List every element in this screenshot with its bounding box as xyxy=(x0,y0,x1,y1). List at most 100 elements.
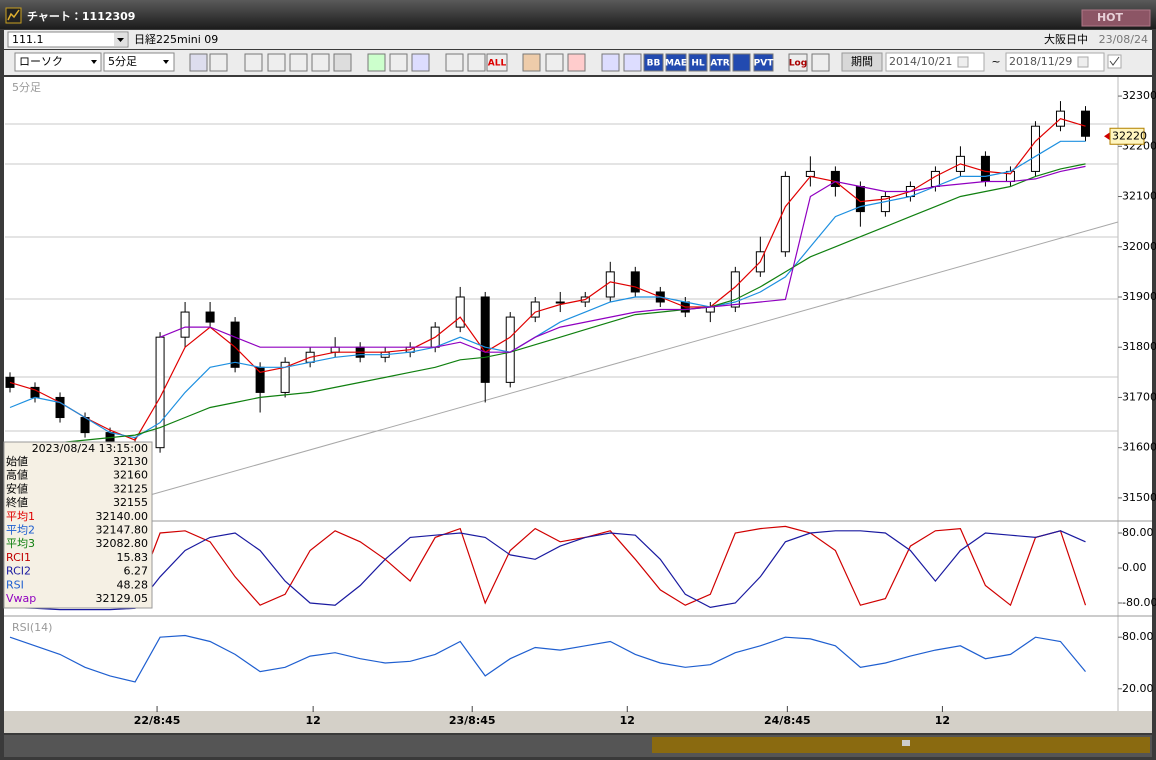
candle-body xyxy=(1080,110,1090,137)
toolbar-button[interactable] xyxy=(788,53,808,72)
interval-select[interactable] xyxy=(103,52,175,72)
toolbar-icon[interactable] xyxy=(367,53,386,72)
toolbar-button-label[interactable]: BB xyxy=(647,59,661,69)
symbol-name: 日経225mini 09 xyxy=(134,33,218,46)
toolbar-icon[interactable] xyxy=(522,53,541,72)
date-to[interactable]: 2018/11/29 xyxy=(1009,55,1072,68)
toolbar-icon[interactable] xyxy=(567,53,586,72)
candle-body xyxy=(480,296,490,383)
toolbar-icon[interactable] xyxy=(623,53,642,72)
symbol-input[interactable] xyxy=(7,31,129,48)
info-value: 32155 xyxy=(113,496,148,509)
chart-type-select[interactable] xyxy=(14,52,102,72)
toolbar-button-label[interactable]: MAE xyxy=(665,59,687,69)
toolbar-icon[interactable] xyxy=(545,53,564,72)
check xyxy=(1109,56,1120,66)
toolbar-button[interactable] xyxy=(753,53,774,72)
drawn-lines xyxy=(5,123,1119,496)
toolbar-icon[interactable] xyxy=(811,53,830,72)
toolbar-icon[interactable] xyxy=(601,53,620,72)
info-label: RCI1 xyxy=(6,551,31,564)
calendar-icon[interactable] xyxy=(1077,56,1089,68)
toolbar-icon[interactable] xyxy=(267,53,286,72)
info-label: 安値 xyxy=(6,482,28,495)
x-tick-label: 24/8:45 xyxy=(764,714,811,727)
date-from[interactable]: 2014/10/21 xyxy=(889,55,952,68)
y-tick-label: 31600 xyxy=(1122,441,1156,454)
toolbar-icon[interactable] xyxy=(189,53,208,72)
app-icon-line xyxy=(7,9,20,21)
hot-button[interactable] xyxy=(1081,9,1151,27)
y-tick-label: 31500 xyxy=(1122,491,1156,504)
candle-body xyxy=(455,296,465,328)
toolbar-icon[interactable] xyxy=(467,53,486,72)
candle-body xyxy=(830,170,840,187)
candle-body xyxy=(980,155,990,182)
toolbar-button[interactable] xyxy=(665,53,687,72)
toolbar-icon[interactable] xyxy=(411,53,430,72)
y-tick-label: 32300 xyxy=(1122,89,1156,102)
info-value: 32147.80 xyxy=(96,524,149,537)
y-tick-label: 80.00 xyxy=(1122,526,1154,539)
info-label: 平均3 xyxy=(6,536,35,550)
toolbar-button-label[interactable]: ATR xyxy=(710,59,729,69)
toolbar-icon[interactable] xyxy=(244,53,263,72)
info-box: 2023/08/24 13:15:00 始値 32130 高値 32160 安値 3212… xyxy=(3,441,153,609)
toolbar-button[interactable] xyxy=(486,53,508,72)
toolbar-button[interactable] xyxy=(709,53,731,72)
y-tick-label: 32000 xyxy=(1122,240,1156,253)
y-tick-label: 31700 xyxy=(1122,390,1156,403)
candle-body xyxy=(280,361,290,393)
toolbar-icon[interactable] xyxy=(389,53,408,72)
price-arrow xyxy=(1104,132,1110,141)
session: 大阪日中 xyxy=(1044,32,1088,46)
x-tick-label: 12 xyxy=(305,714,320,727)
trend-line xyxy=(149,221,1119,496)
candle-body xyxy=(5,376,15,388)
y-tick-label: 31800 xyxy=(1122,340,1156,353)
candle-body xyxy=(1030,125,1040,172)
toolbar-icon[interactable] xyxy=(289,53,308,72)
info-value: 32129.05 xyxy=(96,592,149,605)
toolbar-icon[interactable] xyxy=(732,53,751,72)
info-label: RCI2 xyxy=(6,565,31,578)
indicator-line xyxy=(9,530,1086,611)
toolbar-icon[interactable] xyxy=(311,53,330,72)
toolbar-button-label[interactable]: PVT xyxy=(754,59,775,69)
toolbar-icon[interactable] xyxy=(209,53,228,72)
toolbar-icon[interactable] xyxy=(333,53,352,72)
candle-body xyxy=(930,170,940,187)
y-tick-label: -80.00 xyxy=(1122,596,1156,609)
candle-body xyxy=(630,271,640,293)
info-value: 32125 xyxy=(113,482,148,495)
symbol-code[interactable]: 111.1 xyxy=(12,33,44,46)
toolbar-button[interactable] xyxy=(688,53,708,72)
candle-body xyxy=(530,301,540,318)
dropdown-arrow xyxy=(117,38,124,42)
chart-type[interactable]: ローソク xyxy=(19,55,63,68)
toolbar-button[interactable] xyxy=(643,53,664,72)
info-value: 32140.00 xyxy=(96,510,149,523)
indicator-line xyxy=(9,118,1086,441)
info-label: 始値 xyxy=(6,454,28,468)
scroll-thumb[interactable] xyxy=(652,737,1150,753)
period-label[interactable]: 期間 xyxy=(851,55,873,68)
indicator-line xyxy=(9,163,1086,449)
period-button[interactable] xyxy=(841,52,883,72)
x-tick-label: 12 xyxy=(620,714,635,727)
info-value: 15.83 xyxy=(117,551,149,564)
info-label: RSI xyxy=(6,578,24,591)
y-tick-label: 20.00 xyxy=(1122,682,1154,695)
interval[interactable]: 5分足 xyxy=(108,55,137,68)
toolbar-button-label[interactable]: ALL xyxy=(488,59,507,69)
hot-label[interactable]: HOT xyxy=(1097,11,1124,24)
candle-body xyxy=(555,301,565,304)
candle-body xyxy=(505,316,515,383)
y-tick-label: 80.00 xyxy=(1122,630,1154,643)
toolbar-button-label[interactable]: Log xyxy=(789,59,807,69)
calendar-icon[interactable] xyxy=(957,56,969,68)
y-tick-label: 32100 xyxy=(1122,190,1156,203)
toolbar-button-label[interactable]: HL xyxy=(691,59,705,69)
toolbar-icon[interactable] xyxy=(445,53,464,72)
